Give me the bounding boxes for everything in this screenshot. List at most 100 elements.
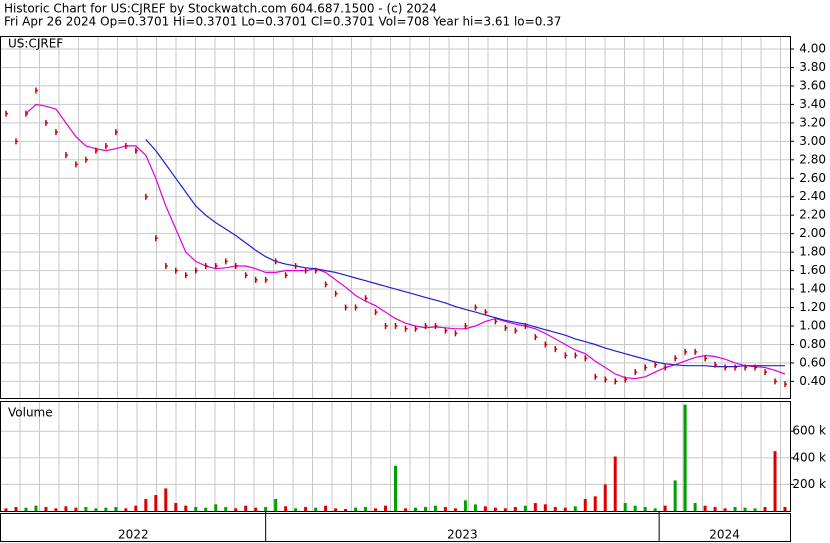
volume-bar xyxy=(563,507,567,511)
volume-bar xyxy=(403,508,407,511)
price-bar xyxy=(125,142,128,149)
volume-tick-label: 600 k xyxy=(792,424,826,438)
price-bar xyxy=(274,258,278,265)
price-bar xyxy=(514,327,518,334)
volume-bar xyxy=(264,507,268,511)
price-bar xyxy=(214,262,218,269)
volume-bar xyxy=(364,507,368,511)
volume-bar xyxy=(244,505,248,511)
price-bar xyxy=(554,346,558,353)
volume-bar xyxy=(104,507,108,511)
price-bar xyxy=(284,272,288,279)
volume-bar xyxy=(423,507,427,511)
y-tick-label: 1.40 xyxy=(799,282,826,296)
price-bar xyxy=(744,364,748,371)
price-bar xyxy=(155,235,158,242)
volume-panel xyxy=(0,401,791,512)
volume-bar xyxy=(533,503,537,511)
price-bar xyxy=(604,376,608,383)
average-line xyxy=(25,103,786,380)
volume-bar xyxy=(34,505,38,511)
volume-bar xyxy=(234,508,238,511)
volume-bar xyxy=(703,505,707,511)
volume-bar xyxy=(64,506,68,511)
y-tick-label: 2.20 xyxy=(799,208,826,222)
price-bar xyxy=(354,304,358,311)
price-bar xyxy=(464,322,468,329)
period-label: 2022 xyxy=(118,528,149,542)
price-bar xyxy=(764,369,768,376)
price-bar xyxy=(135,147,138,154)
volume-bar xyxy=(54,508,58,511)
marks xyxy=(4,87,788,511)
volume-bar xyxy=(284,506,288,511)
y-tick-label: 1.60 xyxy=(799,263,826,277)
y-tick-label: 3.80 xyxy=(799,60,826,74)
price-bar xyxy=(45,119,48,126)
average-line xyxy=(145,139,785,368)
price-bar xyxy=(324,281,328,288)
price-bar xyxy=(175,267,178,274)
price-bar xyxy=(594,373,598,380)
volume-bar xyxy=(174,503,178,511)
volume-bar xyxy=(783,507,787,511)
y-tick-label: 1.00 xyxy=(799,318,826,332)
volume-bar xyxy=(743,507,747,511)
y-tick-label: 2.00 xyxy=(799,226,826,240)
period-label: 2024 xyxy=(709,528,740,542)
price-bar xyxy=(294,262,298,269)
price-bar xyxy=(75,161,78,168)
volume-bar xyxy=(683,404,687,511)
price-bar xyxy=(644,364,648,371)
price-bar xyxy=(95,147,98,154)
price-bar xyxy=(434,322,438,329)
price-bar xyxy=(774,378,778,385)
price-bar xyxy=(494,318,498,325)
volume-bar xyxy=(304,507,308,511)
price-bar xyxy=(674,355,678,362)
volume-bar xyxy=(583,499,587,511)
y-tick-label: 0.60 xyxy=(799,355,826,369)
y-tick-label: 4.00 xyxy=(799,42,826,56)
volume-bar xyxy=(473,504,477,511)
price-bar xyxy=(694,348,698,355)
price-bar xyxy=(394,322,398,329)
y-tick-label: 2.60 xyxy=(799,171,826,185)
symbol-label: US:CJREF xyxy=(8,37,63,51)
volume-bar xyxy=(294,508,298,511)
volume-bar xyxy=(254,507,258,511)
volume-bar xyxy=(394,465,397,511)
volume-tick-label: 200 k xyxy=(792,477,826,491)
volume-bar xyxy=(44,507,48,511)
volume-bar xyxy=(693,503,697,511)
price-bar xyxy=(544,341,548,348)
price-bar xyxy=(5,110,8,117)
price-bar xyxy=(454,330,458,337)
volume-bar xyxy=(144,499,148,511)
chart-subtitle: Fri Apr 26 2024 Op=0.3701 Hi=0.3701 Lo=0… xyxy=(4,15,561,29)
volume-bar xyxy=(84,507,88,511)
volume-bar xyxy=(773,451,777,511)
time-axis xyxy=(0,513,791,542)
price-bar xyxy=(384,322,388,329)
price-bar xyxy=(634,369,638,376)
volume-bar xyxy=(334,508,338,511)
price-bar xyxy=(85,156,88,163)
volume-bar xyxy=(723,508,727,511)
volume-bar xyxy=(224,507,228,511)
price-bar xyxy=(115,129,118,136)
volume-bar xyxy=(543,504,547,511)
period-label: 2023 xyxy=(447,528,478,542)
price-bar xyxy=(474,304,478,311)
volume-bar xyxy=(184,505,188,511)
y-tick-label: 3.60 xyxy=(799,78,826,92)
price-bar xyxy=(574,352,578,359)
volume-bar xyxy=(94,508,98,511)
price-bar xyxy=(424,322,428,329)
price-bar xyxy=(754,364,758,371)
y-tick-label: 0.80 xyxy=(799,337,826,351)
volume-bar xyxy=(433,505,437,511)
volume-bar xyxy=(74,507,78,511)
y-tick-label: 3.20 xyxy=(799,115,826,129)
